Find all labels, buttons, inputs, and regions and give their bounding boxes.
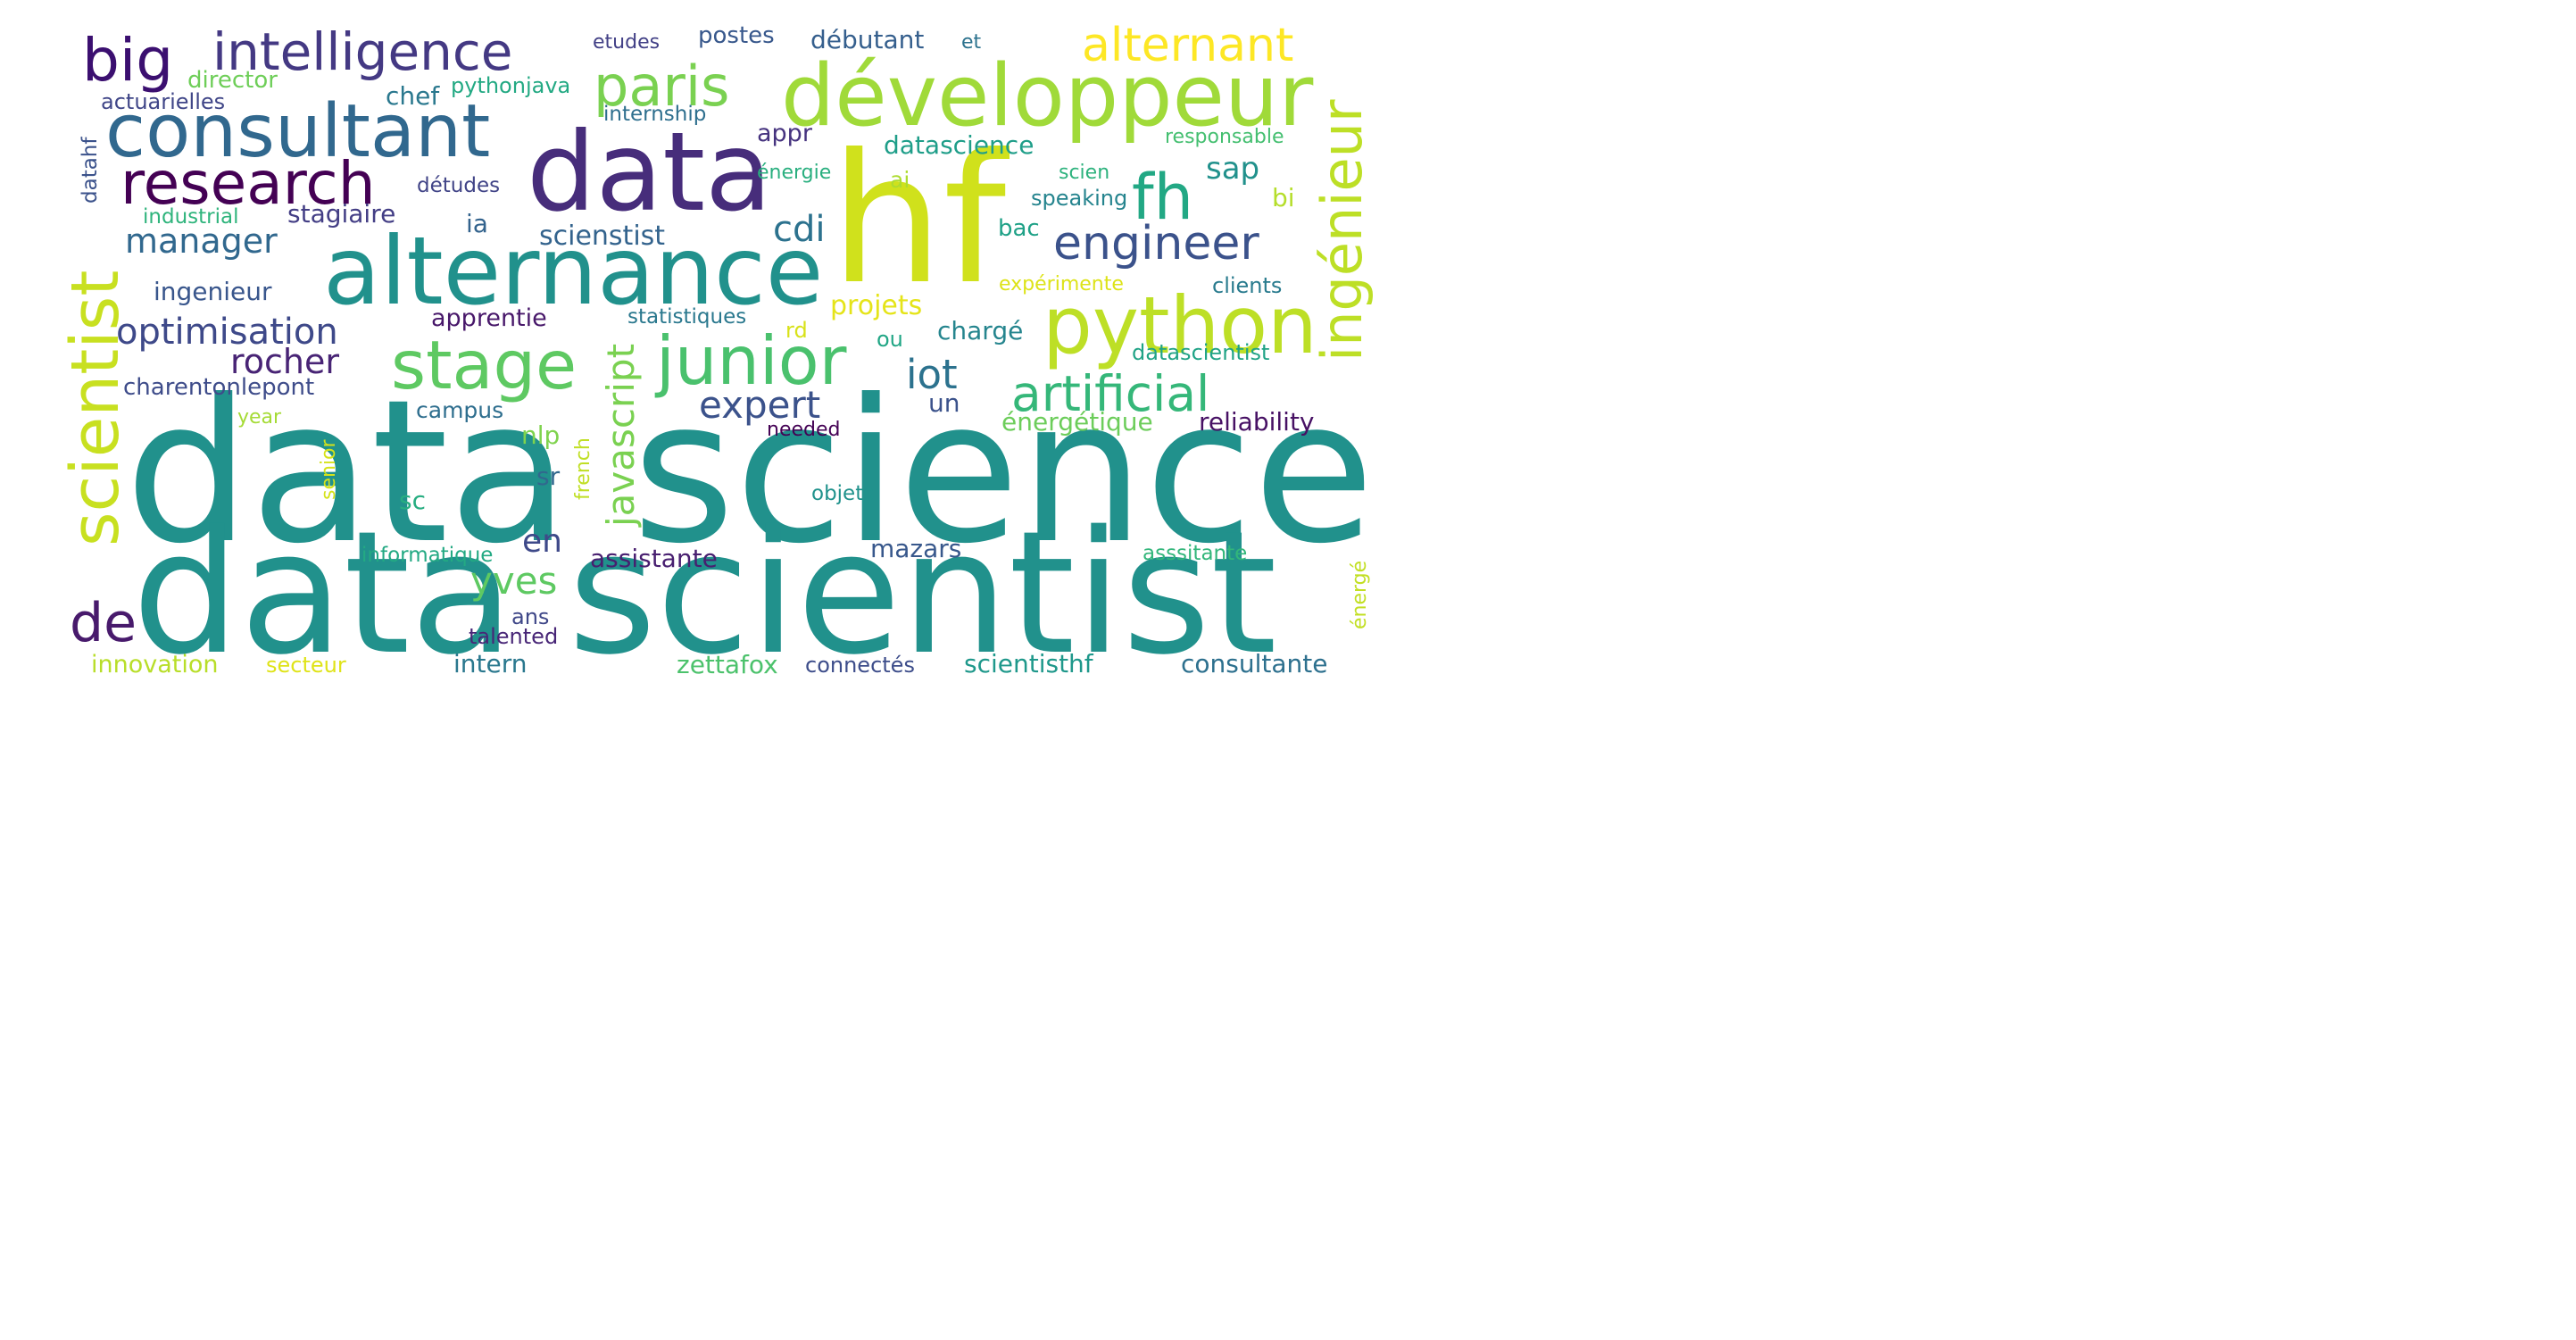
word-rocher: rocher (230, 342, 339, 381)
word-director: director (187, 67, 278, 94)
word-sap: sap (1206, 151, 1259, 187)
word-intern: intern (453, 649, 528, 678)
word-stage: stage (391, 326, 577, 404)
word-rd: rd (785, 318, 808, 343)
word-ingénieur: ingénieur (1309, 99, 1375, 362)
word-asssitante: asssitante (1143, 542, 1247, 565)
word-data-science: data science (125, 358, 1375, 587)
word-data: data (527, 109, 772, 236)
word-énergétique: énergétique (1001, 407, 1153, 437)
cloud-background (0, 0, 1390, 723)
word-artificial: artificial (1011, 365, 1209, 422)
word-scienstist: scienstist (539, 221, 665, 252)
word-débutant: débutant (810, 25, 924, 54)
word-nlp: nlp (521, 420, 560, 450)
word-reliability: reliability (1199, 407, 1315, 437)
word-développeur: développeur (781, 47, 1314, 146)
word-junior: junior (654, 321, 847, 400)
word-apprentie: apprentie (431, 304, 547, 332)
word-datascience: datascience (884, 130, 1034, 160)
word-zettafox: zettafox (677, 650, 778, 679)
word-statistiques: statistiques (627, 305, 746, 329)
word-yves: yves (470, 559, 557, 603)
word-sc: sc (399, 486, 426, 515)
word-consultante: consultante (1181, 649, 1327, 678)
word-talented: talented (469, 624, 558, 649)
word-informatique: informatique (361, 544, 493, 567)
word-en: en (522, 523, 562, 560)
word-senior: senior (318, 438, 340, 500)
word-scientisthf: scientisthf (964, 649, 1094, 678)
word-data-scientist: data scientist (132, 495, 1277, 692)
word-ia: ia (466, 209, 488, 238)
word-optimisation: optimisation (116, 312, 338, 353)
word-connectés: connectés (805, 653, 915, 678)
word-iot: iot (906, 351, 958, 398)
word-industrial: industrial (143, 205, 238, 229)
word-javascript: javascript (599, 344, 643, 528)
word-clients: clients (1212, 273, 1282, 298)
word-python: python (1043, 279, 1317, 371)
word-expérimente: expérimente (999, 273, 1124, 295)
word-pythonjava: pythonjava (451, 73, 570, 98)
word-un: un (928, 388, 960, 418)
word-french: french (572, 437, 594, 500)
word-appr: appr (757, 120, 813, 147)
word-ou: ou (877, 327, 903, 352)
word-year: year (237, 406, 282, 429)
word-internship: internship (603, 103, 706, 126)
word-alternance: alternance (323, 217, 823, 326)
word-assistante: assistante (590, 544, 718, 573)
word-scientist: scientist (57, 270, 134, 546)
word-charentonlepont: charentonlepont (123, 374, 314, 401)
word-secteur: secteur (266, 653, 346, 678)
word-alternant: alternant (1082, 19, 1293, 72)
word-engineer: engineer (1053, 217, 1259, 270)
word-et: et (961, 31, 982, 54)
word-chef: chef (386, 81, 440, 111)
word-énergie: énergie (757, 162, 831, 184)
word-de: de (70, 592, 137, 654)
word-projets: projets (830, 290, 922, 321)
word-responsable: responsable (1165, 126, 1284, 148)
word-big: big (82, 26, 173, 95)
word-bi: bi (1272, 183, 1295, 212)
word-datascientist: datascientist (1132, 340, 1269, 365)
word-mazars: mazars (870, 534, 961, 563)
word-expert: expert (699, 383, 820, 427)
word-manager: manager (125, 221, 278, 261)
word-énergé: énergé (1349, 561, 1371, 629)
word-etudes: etudes (593, 31, 660, 54)
word-bac: bac (998, 215, 1040, 242)
word-campus: campus (416, 397, 503, 423)
word-fh: fh (1132, 161, 1193, 234)
word-ai: ai (890, 167, 910, 193)
word-chargé: chargé (937, 316, 1023, 345)
word-paris: paris (594, 54, 729, 119)
word-datahf: datahf (79, 137, 102, 204)
word-ingenieur: ingenieur (154, 277, 272, 306)
word-sr: sr (536, 462, 561, 491)
word-cdi: cdi (773, 209, 826, 250)
word-research: research (120, 149, 376, 218)
word-actuarielles: actuarielles (101, 89, 225, 114)
word-hf: hf (830, 116, 1010, 324)
word-objets: objets (811, 482, 874, 505)
word-needed: needed (767, 419, 840, 441)
word-scien: scien (1059, 162, 1109, 184)
word-consultant: consultant (105, 89, 490, 174)
word-stagiaire: stagiaire (287, 199, 395, 229)
word-intelligence: intelligence (212, 21, 512, 82)
word-innovation: innovation (91, 651, 219, 678)
word-détudes: détudes (417, 174, 500, 197)
word-postes: postes (698, 22, 775, 49)
word-ans: ans (511, 604, 549, 629)
word-speaking: speaking (1031, 186, 1127, 211)
